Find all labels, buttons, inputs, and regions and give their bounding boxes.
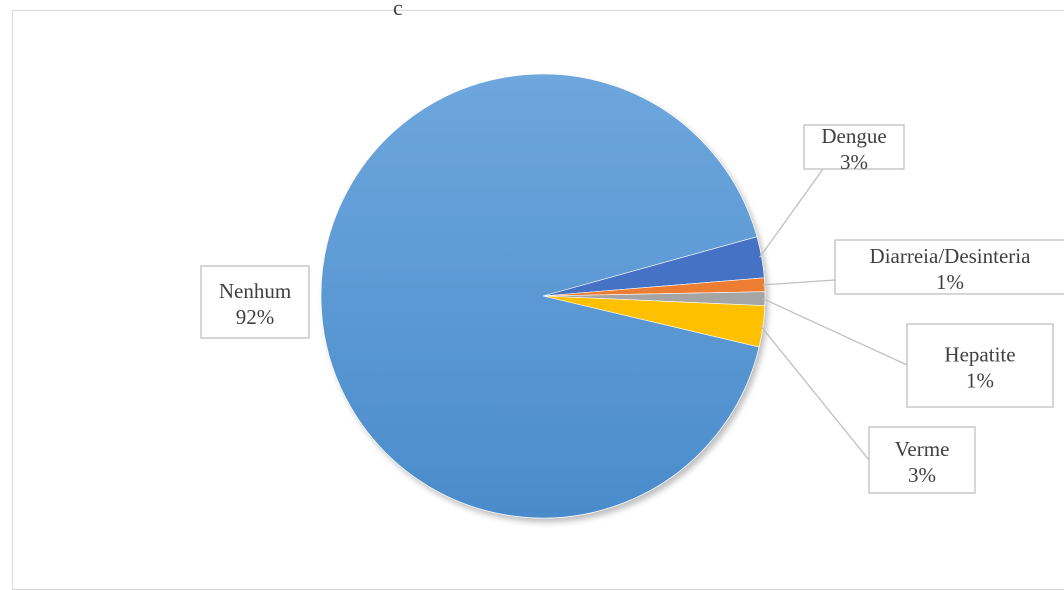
leader-line-diarreia-desinteria [762, 279, 836, 286]
data-label-percent: 92% [236, 305, 275, 329]
data-label-percent: 3% [840, 150, 868, 174]
leader-line-verme [760, 325, 870, 461]
pie-chart: Dengue3%Diarreia/Desinteria1%Hepatite1%V… [200, 73, 1064, 519]
data-label-box [803, 124, 905, 170]
data-label-name: Verme [895, 437, 950, 461]
chart-title-clipped: ç [393, 1, 403, 15]
data-label-name: Hepatite [944, 343, 1015, 367]
pie-slice-nenhum [320, 73, 760, 519]
data-label-percent: 1% [936, 270, 964, 294]
data-label-box [906, 323, 1054, 408]
data-label-name: Diarreia/Desinteria [870, 244, 1032, 268]
data-label-percent: 1% [966, 369, 994, 393]
data-label-percent: 3% [908, 463, 936, 487]
data-label-box [868, 426, 976, 494]
data-label-name: Dengue [821, 124, 886, 148]
data-label-name: Nenhum [219, 279, 291, 303]
data-label-box [200, 265, 310, 339]
data-label-box [834, 239, 1064, 295]
leader-line-hepatite [762, 298, 908, 366]
